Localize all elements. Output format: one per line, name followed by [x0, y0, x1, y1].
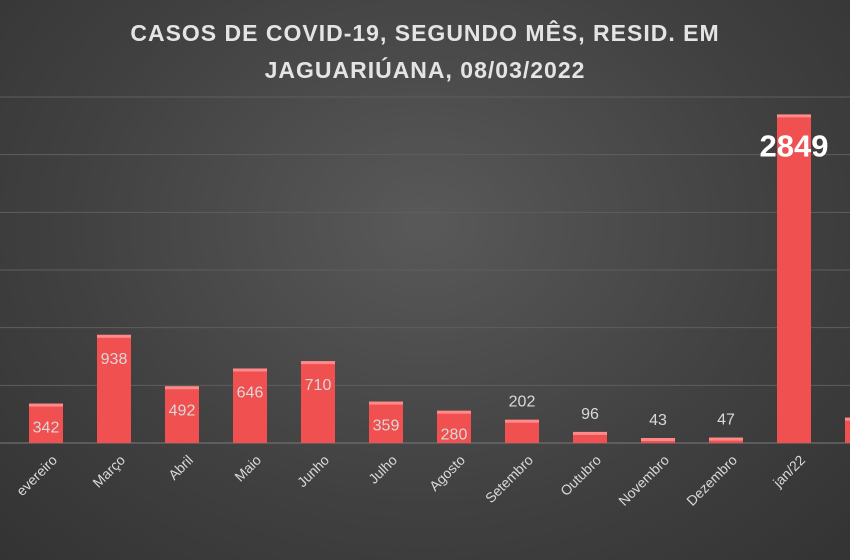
- data-label: 710: [305, 377, 332, 394]
- bar-top-highlight: [369, 401, 403, 405]
- category-label: jan/22: [769, 452, 808, 491]
- category-label: Abril: [165, 452, 196, 483]
- bar: [505, 419, 539, 443]
- data-label: 43: [649, 412, 667, 429]
- category-label: Novembro: [615, 452, 672, 509]
- bar-top-highlight: [641, 438, 675, 442]
- bar-top-highlight: [845, 417, 850, 421]
- bar: [437, 410, 471, 443]
- category-label: Dezembro: [683, 452, 740, 509]
- bar: [845, 417, 850, 443]
- category-label: Setembro: [482, 452, 536, 506]
- bar-top-highlight: [165, 386, 199, 390]
- data-label: 646: [237, 384, 264, 401]
- category-label: Março: [89, 452, 128, 491]
- bar: [301, 361, 335, 443]
- bar-top-highlight: [505, 419, 539, 423]
- chart-title-line-1: CASOS DE COVID-19, SEGUNDO MÊS, RESID. E…: [130, 20, 720, 46]
- bar: [777, 114, 811, 443]
- data-label: 96: [581, 406, 599, 423]
- category-label: Maio: [231, 452, 264, 485]
- bar: [233, 368, 267, 443]
- bar: [29, 403, 63, 443]
- data-label: 47: [717, 412, 735, 429]
- bar-top-highlight: [573, 431, 607, 435]
- data-label: 202: [509, 394, 536, 411]
- category-label: Julho: [365, 452, 400, 487]
- bar-top-highlight: [437, 410, 471, 414]
- bar: [165, 386, 199, 443]
- bar-top-highlight: [777, 114, 811, 118]
- data-label: 280: [441, 427, 468, 444]
- data-label: 492: [169, 402, 196, 419]
- bar-top-highlight: [29, 403, 63, 407]
- bar: [573, 431, 607, 443]
- bar-top-highlight: [301, 361, 335, 365]
- data-label: 359: [373, 418, 400, 435]
- bar-top-highlight: [97, 334, 131, 338]
- chart-title-line-2: JAGUARIÚANA, 08/03/2022: [264, 57, 586, 83]
- data-label: 2849: [760, 128, 829, 163]
- data-label: 342: [33, 420, 60, 437]
- category-label: Outubro: [557, 452, 604, 499]
- bar-top-highlight: [709, 437, 743, 441]
- category-label: evereiro: [13, 452, 60, 499]
- category-label: Junho: [294, 452, 332, 490]
- category-label: Agosto: [426, 452, 468, 494]
- bar: [369, 401, 403, 443]
- bar-top-highlight: [233, 368, 267, 372]
- data-label: 938: [101, 351, 128, 368]
- bar: [97, 334, 131, 443]
